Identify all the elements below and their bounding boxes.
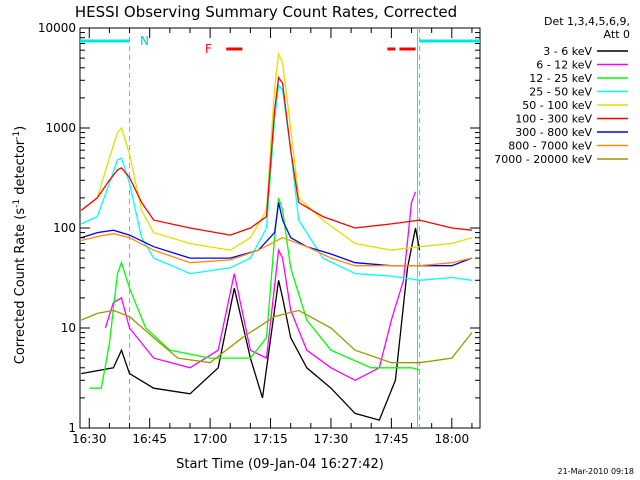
legend-label: 800 - 7000 keV <box>508 140 592 153</box>
series-line-3 <box>89 197 420 389</box>
y-axis-label-base: Corrected Count Rate (s <box>13 208 28 365</box>
x-tick-label: 17:30 <box>314 432 349 446</box>
legend-label: 100 - 300 keV <box>515 113 592 126</box>
legend-label: 50 - 100 keV <box>522 99 592 112</box>
footer-date: 21-Mar-2010 09:18 <box>558 467 635 476</box>
x-tick-label: 16:30 <box>72 432 107 446</box>
y-axis-label-mid: detector <box>13 139 28 199</box>
night-markers <box>80 28 480 428</box>
y-tick-label: 1000 <box>45 121 76 135</box>
annotation-night-label: N <box>140 34 149 48</box>
x-tick-label: 18:00 <box>435 432 470 446</box>
series-line-8 <box>81 232 473 267</box>
chart-title: HESSI Observing Summary Count Rates, Cor… <box>75 3 457 21</box>
y-tick-label: 10000 <box>38 21 76 35</box>
y-axis-label-sup1: -1 <box>12 199 22 208</box>
legend-label: 300 - 800 keV <box>515 126 592 139</box>
series-line-4 <box>80 83 472 281</box>
series-line-6 <box>80 75 472 236</box>
x-axis-ticks: 16:30 16:45 17:00 17:15 17:30 17:45 18:00 <box>72 28 473 446</box>
y-tick-label: 10 <box>61 321 76 335</box>
legend-label: 6 - 12 keV <box>536 59 592 72</box>
legend-label: 25 - 50 keV <box>529 86 592 99</box>
x-tick-label: 17:00 <box>193 432 228 446</box>
x-tick-label: 17:45 <box>374 432 409 446</box>
series-line-2 <box>104 191 417 382</box>
y-axis-label: Corrected Count Rate (s-1 detector-1) <box>12 126 28 364</box>
x-axis-label: Start Time (09-Jan-04 16:27:42) <box>176 457 384 472</box>
legend-header-line2: Att 0 <box>604 28 630 41</box>
y-tick-label: 1 <box>68 421 76 435</box>
legend-label: 7000 - 20000 keV <box>494 153 592 166</box>
y-tick-label: 100 <box>53 221 76 235</box>
legend-label: 12 - 25 keV <box>529 72 592 85</box>
x-tick-label: 17:15 <box>253 432 288 446</box>
y-axis-label-end: ) <box>13 126 28 131</box>
x-tick-label: 16:45 <box>132 432 167 446</box>
legend-header-line1: Det 1,3,4,5,6,9, <box>544 15 630 28</box>
annotation-flare-label: F <box>205 42 212 56</box>
series-line-9 <box>80 309 473 364</box>
series-line-1 <box>81 227 421 421</box>
y-axis-label-sup2: -1 <box>12 131 22 140</box>
legend-label: 3 - 6 keV <box>543 45 592 58</box>
series-lines <box>80 51 473 421</box>
